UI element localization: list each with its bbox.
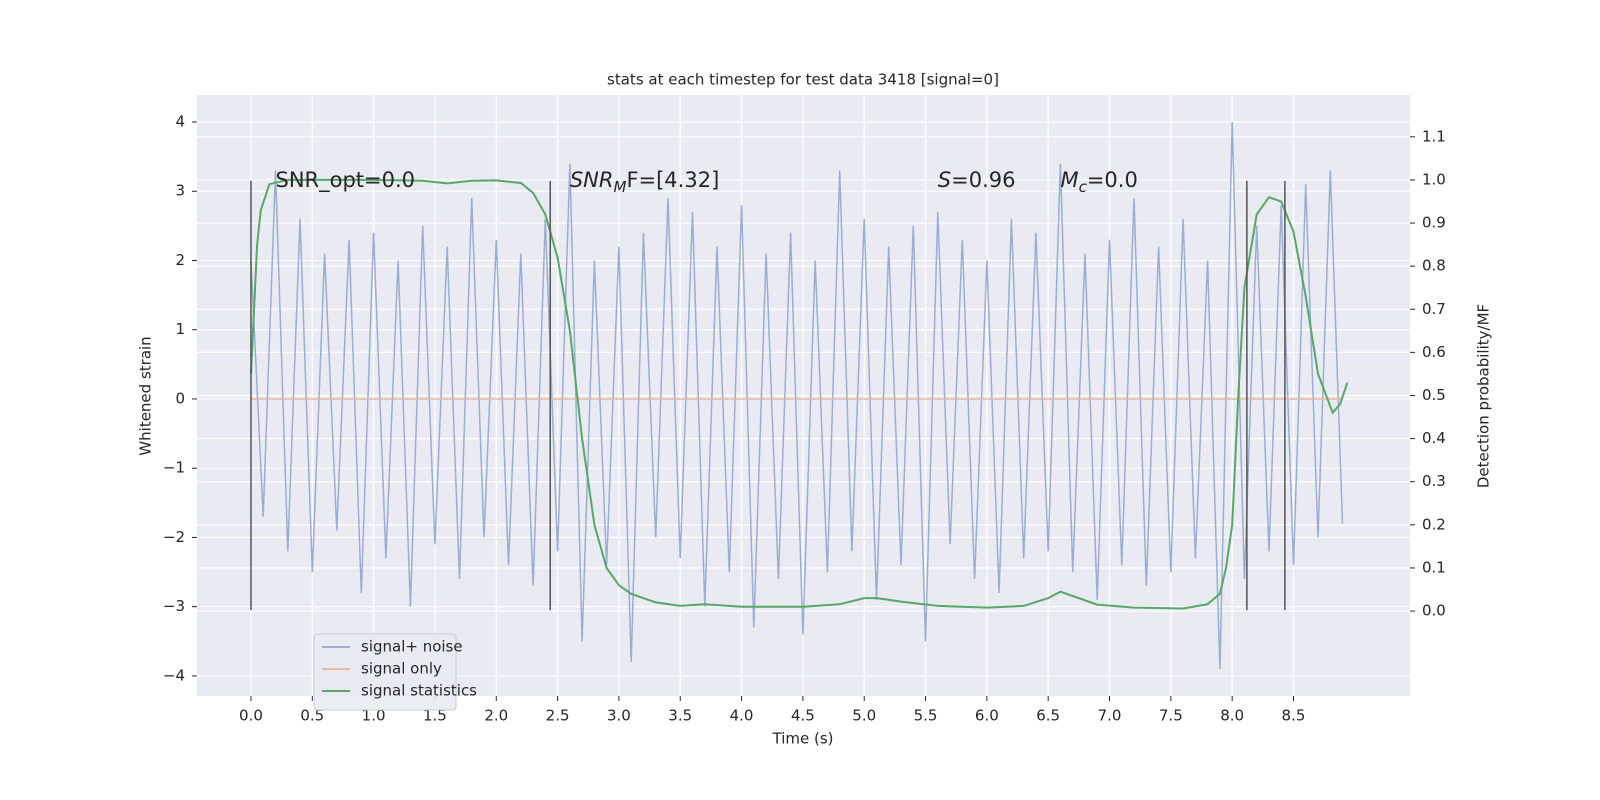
x-tick-label: 2.5 bbox=[546, 707, 570, 725]
x-tick-label: 0.0 bbox=[239, 707, 263, 725]
x-tick-label: 3.5 bbox=[668, 707, 692, 725]
x-tick-label: 5.5 bbox=[914, 707, 938, 725]
y2-tick-label: 1.1 bbox=[1422, 127, 1446, 145]
series-line bbox=[250, 121, 1344, 670]
y-tick-label: −1 bbox=[163, 459, 185, 477]
y2-tick-label: 0.5 bbox=[1422, 386, 1446, 404]
y2-tick-label: 0.3 bbox=[1422, 472, 1446, 490]
x-tick-label: 2.0 bbox=[484, 707, 508, 725]
annotation-base: S bbox=[938, 168, 951, 192]
annotation: S=0.96 bbox=[938, 168, 1016, 192]
y2-tick-label: 1.0 bbox=[1422, 170, 1446, 188]
annotation: SNRMF=[4.32] bbox=[570, 168, 719, 196]
annotation: Mc=0.0 bbox=[1060, 168, 1137, 196]
y-tick-label: 2 bbox=[175, 251, 185, 269]
y-tick-label: −2 bbox=[163, 528, 185, 546]
annotation-rest: =0.0 bbox=[1087, 168, 1138, 192]
y2-tick-label: 0.7 bbox=[1422, 300, 1446, 318]
x-axis-label: Time (s) bbox=[772, 730, 834, 748]
legend-label: signal only bbox=[361, 660, 442, 678]
legend-label: signal statistics bbox=[361, 682, 477, 700]
x-tick-label: 0.5 bbox=[300, 707, 324, 725]
annotation-rest: =0.96 bbox=[951, 168, 1015, 192]
y2-tick-label: 0.0 bbox=[1422, 602, 1446, 620]
x-tick-label: 7.0 bbox=[1098, 707, 1122, 725]
y-tick-label: 4 bbox=[175, 113, 185, 131]
y2-tick-label: 0.2 bbox=[1422, 515, 1446, 533]
x-tick-label: 4.0 bbox=[730, 707, 754, 725]
annotation-rest: F=[4.32] bbox=[626, 168, 719, 192]
series-line bbox=[250, 178, 1349, 610]
annotation-base: SNR bbox=[570, 168, 614, 192]
annotation-sub: c bbox=[1079, 177, 1088, 195]
y-axis-label: Whitened strain bbox=[137, 336, 155, 455]
y-tick-label: −4 bbox=[163, 666, 185, 684]
legend: signal+ noise signal only signal statistic… bbox=[313, 633, 477, 711]
y2-tick-label: 0.9 bbox=[1422, 214, 1446, 232]
x-tick-label: 1.0 bbox=[362, 707, 386, 725]
y-tick-label: −3 bbox=[163, 597, 185, 615]
x-tick-label: 6.0 bbox=[975, 707, 999, 725]
y2-axis-label: Detection probability/MF bbox=[1475, 304, 1493, 488]
y2-tick-label: 0.6 bbox=[1422, 343, 1446, 361]
x-tick-label: 5.0 bbox=[852, 707, 876, 725]
y2-tick-label: 0.8 bbox=[1422, 257, 1446, 275]
x-tick-label: 4.5 bbox=[791, 707, 815, 725]
x-tick-label: 6.5 bbox=[1036, 707, 1060, 725]
y-tick-label: 1 bbox=[175, 320, 185, 338]
x-tick-label: 8.0 bbox=[1220, 707, 1244, 725]
y-tick-label: 3 bbox=[175, 182, 185, 200]
annotation-base: SNR_opt=0.0 bbox=[275, 168, 415, 193]
chart-title: stats at each timestep for test data 341… bbox=[607, 71, 999, 89]
y2-tick-label: 0.4 bbox=[1422, 429, 1446, 447]
x-tick-label: 3.0 bbox=[607, 707, 631, 725]
annotation: SNR_opt=0.0 bbox=[275, 168, 415, 193]
annotation-base: M bbox=[1060, 168, 1078, 192]
x-tick-label: 7.5 bbox=[1159, 707, 1183, 725]
legend-label: signal+ noise bbox=[361, 638, 463, 656]
annotation-sub: M bbox=[613, 177, 626, 195]
y-tick-label: 0 bbox=[175, 389, 185, 407]
x-tick-label: 8.5 bbox=[1282, 707, 1306, 725]
y2-tick-label: 0.1 bbox=[1422, 558, 1446, 576]
x-tick-label: 1.5 bbox=[423, 707, 447, 725]
